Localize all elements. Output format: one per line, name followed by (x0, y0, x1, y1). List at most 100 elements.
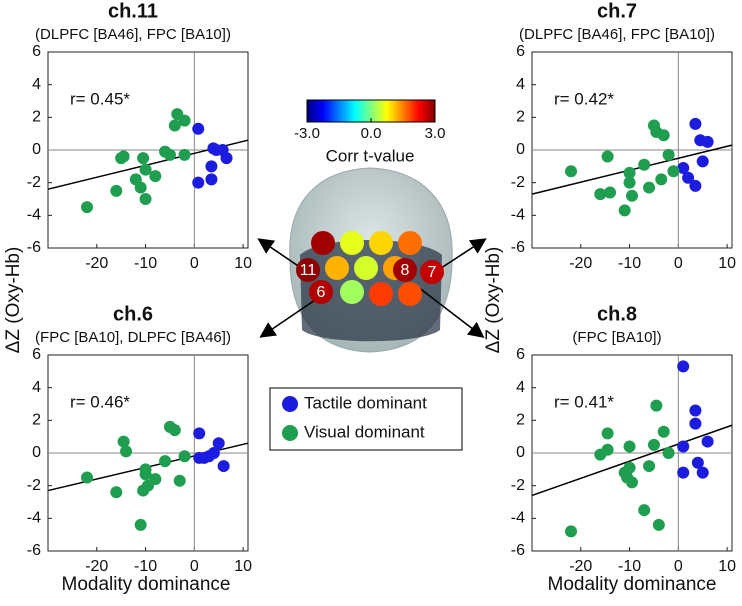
x-tick-label: -10 (134, 255, 157, 272)
y-tick-label: 0 (32, 141, 41, 158)
data-point (139, 468, 152, 481)
data-point (173, 474, 186, 487)
colorbar-cell (427, 100, 430, 122)
colorbar-cell (351, 100, 354, 122)
data-point (623, 461, 636, 474)
x-tick-label: 10 (718, 558, 736, 575)
data-point (696, 155, 709, 168)
data-point (81, 201, 94, 214)
colorbar-cell (315, 100, 318, 122)
x-tick-label: 0 (674, 558, 683, 575)
colorbar-cell (357, 100, 360, 122)
data-point (626, 189, 638, 202)
y-tick-label: -2 (511, 477, 525, 494)
channel-label: 8 (401, 262, 410, 279)
data-point (623, 440, 636, 453)
colorbar-cell (361, 100, 364, 122)
data-point (178, 148, 191, 161)
x-tick-label: -20 (85, 558, 108, 575)
chart-subtitle: (FPC [BA10]) (572, 329, 661, 346)
colorbar-cell (353, 100, 356, 122)
y-tick-label: 4 (516, 76, 525, 93)
y-tick-label: 0 (32, 444, 41, 461)
y-tick-label: -6 (511, 542, 525, 559)
x-tick-label: -10 (618, 558, 641, 575)
colorbar-cell (421, 100, 424, 122)
data-point (205, 160, 218, 173)
data-point (193, 427, 206, 440)
x-tick-label: -20 (569, 255, 592, 272)
legend-marker (282, 396, 298, 412)
y-tick-label: 6 (516, 346, 525, 363)
legend-label: Visual dominant (304, 422, 425, 441)
data-point (134, 181, 147, 194)
x-axis-label: Modality dominance (62, 574, 231, 595)
chart-title: ch.11 (108, 0, 158, 22)
colorbar-cell (407, 100, 410, 122)
data-point (701, 135, 714, 148)
y-tick-label: -6 (27, 239, 41, 256)
x-tick-label: 10 (234, 558, 252, 575)
data-point (168, 119, 181, 132)
chart-title: ch.6 (113, 303, 153, 325)
data-point (647, 438, 660, 451)
data-point (120, 445, 133, 458)
colorbar-cell (341, 100, 344, 122)
data-point (192, 122, 205, 135)
data-point (662, 447, 675, 459)
colorbar-cell (401, 100, 404, 122)
colorbar-cell (393, 100, 396, 122)
x-tick-label: 10 (718, 255, 736, 272)
colorbar-cell (365, 100, 368, 122)
data-point (662, 148, 675, 161)
data-point (565, 525, 578, 538)
legend-box (269, 387, 463, 451)
data-point (689, 179, 702, 192)
data-point (604, 186, 617, 199)
colorbar-cell (417, 100, 420, 122)
data-point (650, 399, 663, 412)
y-tick-label: -6 (27, 542, 41, 559)
data-point (618, 204, 631, 217)
data-point (565, 165, 578, 178)
data-point (110, 184, 123, 197)
fit-line (531, 424, 733, 497)
y-tick-label: 6 (32, 346, 41, 363)
channel-spot (309, 280, 333, 304)
y-tick-label: 2 (32, 109, 41, 126)
data-point (643, 460, 656, 473)
data-point (202, 450, 215, 463)
data-point (626, 476, 638, 489)
data-point (689, 117, 702, 130)
y-tick-label: -4 (27, 207, 41, 224)
y-tick-label: 4 (32, 379, 41, 396)
chart-subtitle: (FPC [BA10], DLPFC [BA46]) (35, 329, 231, 346)
colorbar-cell (415, 100, 418, 122)
colorbar-cell (395, 100, 398, 122)
colorbar-cell (373, 100, 376, 122)
colorbar-cell (397, 100, 400, 122)
data-point (682, 171, 695, 184)
colorbar-cell (411, 100, 414, 122)
colorbar-cell (387, 100, 390, 122)
data-point (689, 404, 702, 417)
y-tick-label: 2 (32, 412, 41, 429)
colorbar-cell (329, 100, 332, 122)
colorbar-cell (325, 100, 328, 122)
colorbar-cell (323, 100, 326, 122)
data-point (178, 114, 191, 127)
y-tick-label: 0 (516, 141, 525, 158)
colorbar-cell (433, 100, 436, 122)
data-point (159, 455, 172, 468)
colorbar-cell (425, 100, 428, 122)
data-point (601, 443, 614, 456)
channel-spot (340, 280, 364, 304)
data-point (220, 152, 233, 165)
x-tick-label: -10 (618, 255, 641, 272)
y-tick-label: -2 (27, 477, 41, 494)
colorbar-cell (345, 100, 348, 122)
legend-label: Tactile dominant (304, 393, 427, 412)
y-tick-label: 0 (516, 444, 525, 461)
colorbar-label: Corr t-value (326, 146, 415, 165)
data-point (117, 435, 130, 448)
